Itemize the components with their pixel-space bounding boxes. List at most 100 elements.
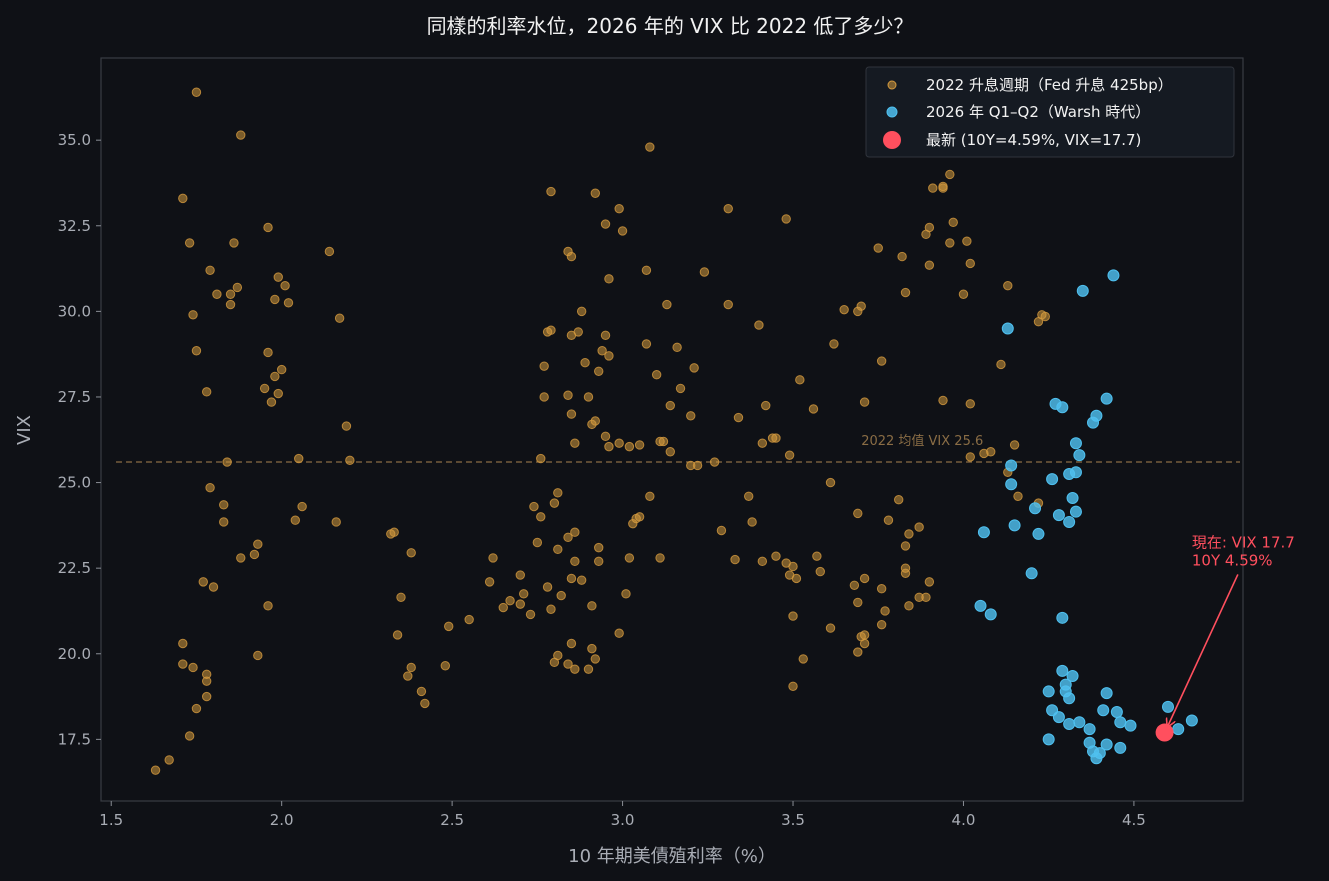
point-2022 bbox=[566, 638, 577, 649]
point-2022 bbox=[590, 416, 600, 426]
plot-area bbox=[100, 57, 1244, 802]
point-2022 bbox=[986, 447, 996, 457]
point-2022 bbox=[191, 703, 202, 714]
point-2022 bbox=[744, 491, 754, 501]
point-2022 bbox=[505, 595, 515, 606]
point-2022 bbox=[498, 602, 508, 613]
point-2022 bbox=[730, 554, 740, 565]
point-2022 bbox=[553, 488, 563, 498]
point-2022 bbox=[188, 662, 198, 673]
point-2022 bbox=[464, 614, 474, 625]
point-2022 bbox=[808, 404, 819, 414]
point-2022 bbox=[587, 643, 597, 654]
point-2022 bbox=[184, 238, 195, 248]
point-2022 bbox=[859, 638, 870, 649]
point-2022 bbox=[788, 611, 798, 621]
mean-reference-label: 2022 均值 VIX 25.6 bbox=[861, 433, 983, 449]
point-2022 bbox=[532, 537, 543, 548]
point-2022 bbox=[815, 566, 825, 577]
point-2022 bbox=[945, 238, 955, 248]
point-2022 bbox=[283, 298, 294, 308]
point-2022 bbox=[563, 390, 573, 400]
point-2026 bbox=[1185, 714, 1198, 727]
point-2022 bbox=[549, 498, 560, 508]
point-2022 bbox=[331, 517, 341, 527]
point-2022 bbox=[590, 654, 600, 664]
point-2022 bbox=[219, 500, 229, 510]
point-2022 bbox=[873, 243, 883, 253]
point-2022 bbox=[488, 553, 498, 563]
point-2022 bbox=[178, 193, 188, 204]
point-2026 bbox=[974, 599, 987, 612]
point-2022 bbox=[900, 541, 911, 551]
point-2022 bbox=[566, 409, 577, 419]
point-2022 bbox=[958, 289, 969, 299]
point-2022 bbox=[263, 347, 273, 358]
point-2022 bbox=[788, 681, 798, 691]
point-2022 bbox=[600, 431, 611, 442]
point-2026 bbox=[1063, 692, 1076, 705]
point-2022 bbox=[812, 551, 822, 561]
point-2026 bbox=[1100, 687, 1113, 700]
point-2022 bbox=[1009, 440, 1020, 450]
point-2022 bbox=[580, 358, 590, 368]
point-latest bbox=[1155, 723, 1174, 742]
point-2022 bbox=[201, 387, 212, 397]
point-2026 bbox=[1063, 717, 1076, 730]
point-2022 bbox=[198, 577, 208, 587]
point-2022 bbox=[208, 582, 219, 592]
point-2022 bbox=[594, 556, 604, 567]
point-2022 bbox=[542, 582, 553, 592]
point-2026 bbox=[1005, 478, 1018, 491]
point-2022 bbox=[594, 542, 604, 553]
point-2022 bbox=[546, 604, 556, 614]
point-2022 bbox=[229, 238, 239, 248]
point-2022 bbox=[178, 659, 188, 669]
point-2026 bbox=[1066, 670, 1079, 683]
point-2022 bbox=[297, 501, 307, 512]
y-tick-label: 32.5 bbox=[58, 217, 91, 235]
point-2022 bbox=[525, 609, 536, 620]
point-2022 bbox=[570, 556, 580, 567]
point-2022 bbox=[263, 601, 273, 611]
point-2022 bbox=[484, 577, 495, 587]
point-2026 bbox=[1090, 752, 1103, 765]
point-2022 bbox=[222, 457, 232, 467]
point-2022 bbox=[583, 664, 594, 674]
x-tick-label: 4.0 bbox=[952, 811, 976, 829]
point-2022 bbox=[924, 577, 935, 587]
point-2022 bbox=[566, 251, 577, 262]
y-tick-label: 25.0 bbox=[58, 474, 91, 492]
point-2022 bbox=[641, 265, 652, 275]
point-2022 bbox=[232, 282, 243, 293]
point-2022 bbox=[546, 186, 556, 197]
point-2022 bbox=[576, 306, 587, 317]
point-2026 bbox=[1073, 449, 1086, 462]
point-2022 bbox=[672, 342, 682, 353]
point-2022 bbox=[604, 274, 614, 284]
point-2022 bbox=[587, 601, 597, 611]
point-2022 bbox=[928, 183, 938, 193]
point-2022 bbox=[236, 130, 246, 140]
point-2022 bbox=[539, 361, 549, 371]
y-tick-label: 17.5 bbox=[58, 730, 91, 748]
point-2022 bbox=[536, 453, 546, 464]
point-2022 bbox=[212, 289, 222, 299]
point-2022 bbox=[829, 339, 839, 349]
point-2022 bbox=[600, 330, 611, 341]
point-2026 bbox=[1083, 723, 1096, 736]
point-2022 bbox=[184, 731, 195, 741]
point-2022 bbox=[798, 654, 808, 664]
point-2022 bbox=[614, 628, 624, 638]
point-2022 bbox=[658, 436, 669, 447]
point-2022 bbox=[784, 450, 795, 460]
point-2026 bbox=[1056, 611, 1069, 624]
point-2022 bbox=[853, 508, 863, 519]
point-2022 bbox=[665, 400, 675, 411]
point-2026 bbox=[1005, 459, 1018, 472]
point-2022 bbox=[276, 364, 287, 375]
point-2022 bbox=[236, 553, 246, 563]
chart-title: 同樣的利率水位，2026 年的 VIX 比 2022 低了多少？ bbox=[427, 14, 914, 38]
point-2022 bbox=[263, 222, 273, 233]
